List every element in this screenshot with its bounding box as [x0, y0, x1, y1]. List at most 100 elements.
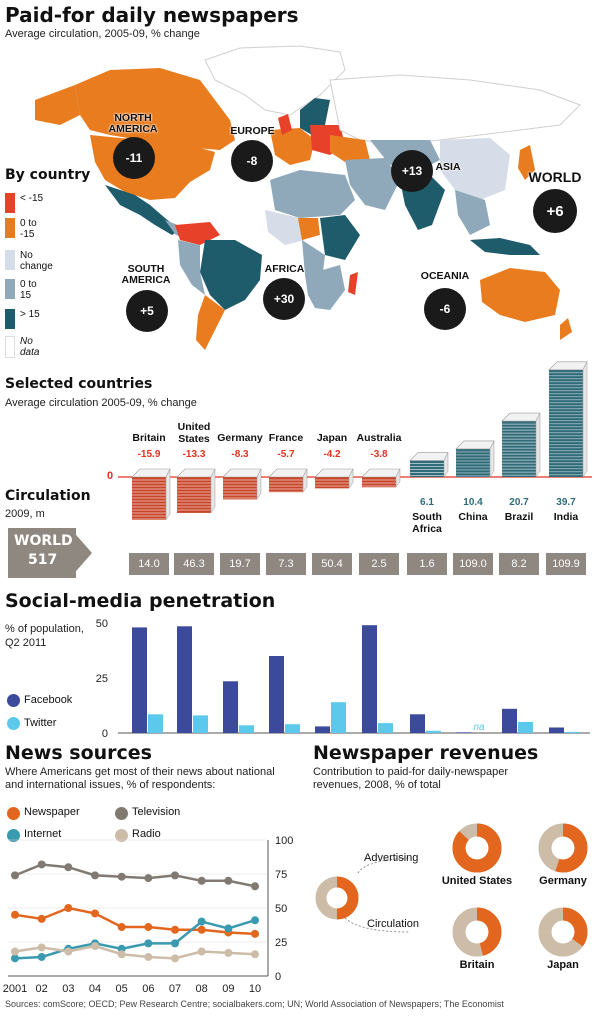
bar-side: [210, 468, 216, 514]
bar-cap: [361, 468, 401, 478]
legend-label: > 15: [20, 309, 40, 320]
map-brazil: [200, 240, 262, 310]
television-point: [224, 876, 233, 885]
map-north-africa: [270, 170, 355, 218]
television-point: [11, 871, 19, 880]
facebook-bar: [223, 681, 238, 733]
bar-body: [269, 477, 303, 493]
revenue-donut: [452, 907, 502, 957]
pct-change-label: -4.2: [323, 449, 341, 460]
country-name: China: [458, 511, 488, 523]
radio-point: [144, 952, 153, 961]
news-xtick: 08: [196, 983, 208, 995]
news-xtick: 06: [142, 983, 154, 995]
circulation-bar: [314, 468, 354, 490]
news-subtitle: Where Americans get most of their news a…: [5, 766, 275, 791]
television-point: [197, 876, 206, 885]
map-china: [440, 138, 510, 200]
map-madagascar: [348, 272, 358, 295]
legend-swatch: [5, 218, 15, 238]
social-ytick: 50: [96, 618, 108, 630]
facebook-bar: [502, 708, 517, 733]
map-legend-item: 0 to -15: [5, 218, 37, 240]
radio-legend-label: Radio: [132, 828, 161, 840]
social-media-chart: 0 25 50 na: [96, 618, 590, 740]
news-ytick: 25: [275, 937, 287, 949]
radio-point: [11, 947, 19, 956]
twitter-legend-label: Twitter: [24, 717, 57, 729]
region-value-oceania: -6: [424, 288, 466, 330]
map-legend-title: By country: [5, 167, 91, 183]
map-venezuela: [175, 222, 220, 245]
legend-label: No change: [20, 250, 53, 272]
television-point: [251, 882, 259, 891]
country-name: France: [268, 432, 304, 444]
newspaper-revenues-chart: [315, 823, 588, 957]
map-mexico: [105, 185, 180, 235]
bar-side: [489, 440, 495, 478]
bar-cap: [455, 440, 495, 450]
advertising-callout-label: Advertising: [364, 852, 419, 864]
country-name: Britain: [132, 432, 166, 444]
circulation-value: 46.3: [174, 553, 214, 575]
internet-line: [14, 919, 256, 960]
television-point: [37, 860, 46, 869]
map-legend-item: No change: [5, 250, 53, 272]
revenue-donut-label: Japan: [547, 959, 579, 971]
advertising-slice: [538, 907, 588, 957]
circulation-value: 7.3: [266, 553, 306, 575]
radio-point: [37, 943, 46, 952]
facebook-bar: [549, 727, 564, 733]
legend-swatch: [5, 309, 15, 329]
facebook-bar: [456, 732, 471, 733]
twitter-bar: [239, 725, 254, 733]
twitter-legend-dot: [7, 717, 20, 730]
twitter-bar: [285, 724, 300, 733]
pct-change-label: -5.7: [277, 449, 295, 460]
region-label-asia: ASIA: [435, 161, 461, 173]
radio-point: [64, 947, 73, 956]
bar-side: [165, 468, 171, 521]
twitter-bar: [193, 715, 208, 733]
country-name: India: [553, 511, 579, 523]
circulation-value: 50.4: [312, 553, 352, 575]
region-label-africa: AFRICA: [264, 263, 305, 275]
page-subtitle: Average circulation, 2005-09, % change: [5, 28, 200, 40]
facebook-legend-dot: [7, 694, 20, 707]
news-ytick: 50: [275, 903, 287, 915]
map-south-cone: [196, 295, 225, 350]
map-australia: [480, 268, 560, 322]
region-label-world: WORLD: [528, 169, 582, 185]
newspaper-line: [14, 906, 256, 936]
newspaper-point: [64, 904, 73, 912]
bar-side: [443, 452, 449, 478]
circulation-bar: [361, 468, 401, 489]
world-badge: [8, 528, 76, 578]
map-central-africa: [302, 240, 325, 280]
news-xtick: 02: [36, 983, 48, 995]
pct-change-label: -15.9: [137, 449, 161, 460]
map-andes: [178, 240, 205, 295]
map-south-africa: [305, 265, 345, 310]
bar-side: [395, 468, 401, 489]
radio-point: [251, 950, 259, 959]
circulation-bar: [548, 361, 588, 478]
source-note: Sources: comScore; OECD; Pew Research Ce…: [5, 999, 504, 1009]
circulation-bar: [409, 452, 449, 478]
map-legend-item: 0 to 15: [5, 279, 37, 301]
map-canada: [75, 68, 235, 150]
selected-countries-chart: -15.9 Britain 14.0 -13.3 United States 46.3 -8…: [118, 361, 592, 575]
map-greenland: [204, 45, 346, 116]
bar-body: [132, 477, 166, 520]
newspaper-point: [91, 909, 99, 918]
radio-point: [197, 947, 206, 956]
bar-cap: [548, 361, 588, 371]
internet-point: [144, 939, 153, 948]
advertising-slice: [452, 823, 502, 873]
map-se-asia: [455, 190, 490, 235]
internet-point: [197, 917, 206, 926]
twitter-bar: [378, 723, 393, 733]
selected-title: Selected countries: [5, 376, 153, 392]
pct-change-label: -13.3: [182, 449, 206, 460]
bar-cap: [501, 412, 541, 422]
